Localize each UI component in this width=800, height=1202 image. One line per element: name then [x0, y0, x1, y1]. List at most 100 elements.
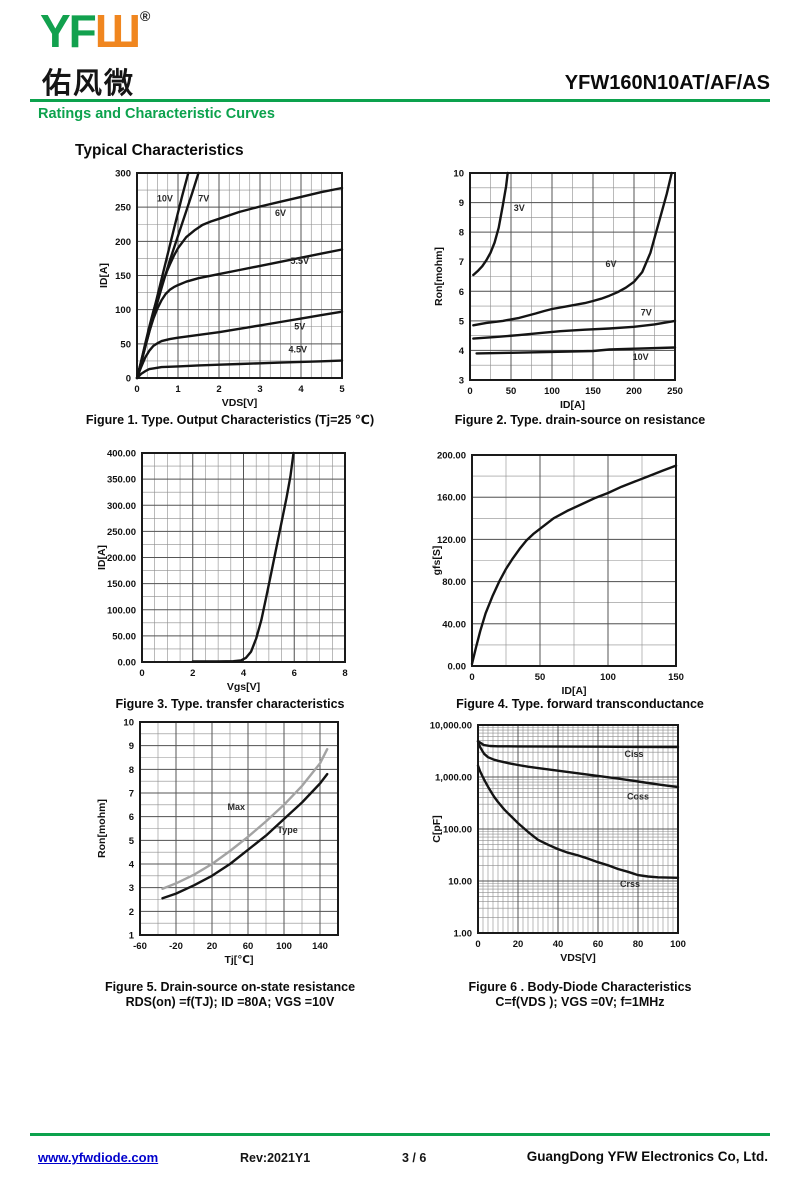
svg-text:150: 150 — [668, 672, 684, 683]
svg-text:10.00: 10.00 — [448, 877, 472, 888]
svg-text:50.00: 50.00 — [112, 631, 136, 642]
figure-2-on-resistance-chart: 3V 6V 7V 10V 0 50 100 150 200 250 3 4 5 6 7 8 9 10 ID[A] Ro… — [433, 169, 683, 412]
svg-text:20: 20 — [513, 939, 524, 950]
svg-text:4: 4 — [241, 668, 247, 679]
svg-text:100: 100 — [276, 941, 292, 952]
svg-text:2: 2 — [129, 907, 134, 918]
company-logo: YFШ® — [40, 8, 150, 54]
svg-text:150.00: 150.00 — [107, 579, 136, 590]
svg-text:ID[A]: ID[A] — [561, 685, 586, 697]
footer-divider — [30, 1133, 770, 1136]
logo-yf-text: YF — [40, 5, 97, 57]
figure-4-caption: Figure 4. Type. forward transconductance — [456, 697, 704, 711]
svg-text:6V: 6V — [275, 208, 286, 218]
svg-text:0: 0 — [469, 672, 474, 683]
svg-text:4: 4 — [129, 860, 135, 871]
website-link[interactable]: www.yfwdiode.com — [38, 1150, 159, 1165]
svg-text:0.00: 0.00 — [448, 662, 467, 673]
svg-text:250: 250 — [115, 203, 131, 214]
company-name: GuangDong YFW Electronics Co, Ltd. — [526, 1149, 768, 1164]
svg-text:5V: 5V — [294, 322, 305, 332]
svg-text:10: 10 — [123, 718, 134, 729]
figure-3-caption: Figure 3. Type. transfer characteristics — [115, 697, 345, 711]
svg-text:1,000.00: 1,000.00 — [435, 773, 472, 784]
figure-4-transconductance-chart: 0 50 100 150 0.00 40.00 80.00 120.00 160.00 200.0… — [431, 451, 684, 698]
svg-text:40.00: 40.00 — [442, 619, 466, 630]
logo-w-glyph: Ш — [94, 5, 141, 57]
svg-text:140: 140 — [312, 941, 328, 952]
svg-text:7V: 7V — [198, 194, 209, 204]
svg-text:-60: -60 — [133, 941, 147, 952]
svg-text:200.00: 200.00 — [107, 553, 136, 564]
page-heading: Typical Characteristics — [75, 142, 244, 159]
header-divider — [30, 99, 770, 102]
svg-text:100: 100 — [600, 672, 616, 683]
svg-text:160.00: 160.00 — [437, 493, 466, 504]
svg-text:Ron[mohm]: Ron[mohm] — [96, 799, 108, 858]
svg-text:0: 0 — [139, 668, 144, 679]
svg-text:20: 20 — [207, 941, 218, 952]
svg-text:150: 150 — [115, 271, 131, 282]
figure-3-transfer-characteristics-chart: 0 2 4 6 8 0.00 50.00 100.00 150.00 200.00 250.00 30… — [96, 449, 348, 694]
svg-text:ID[A]: ID[A] — [98, 263, 110, 288]
svg-text:1: 1 — [175, 384, 181, 395]
svg-text:VDS[V]: VDS[V] — [560, 952, 596, 964]
svg-text:Crss: Crss — [620, 879, 640, 889]
part-number: YFW160N10AT/AF/AS — [564, 72, 770, 94]
svg-text:200.00: 200.00 — [437, 451, 466, 462]
svg-text:0.00: 0.00 — [118, 658, 137, 669]
figure-6-caption: Figure 6 . Body-Diode Characteristics C=… — [468, 980, 692, 1009]
page-number: 3 / 6 — [402, 1151, 427, 1165]
svg-text:Vgs[V]: Vgs[V] — [227, 681, 260, 693]
svg-text:7V: 7V — [641, 308, 652, 318]
figure-5-caption: Figure 5. Drain-source on-state resistan… — [104, 980, 356, 1009]
svg-text:9: 9 — [129, 741, 134, 752]
svg-text:4: 4 — [298, 384, 304, 395]
svg-text:200: 200 — [115, 237, 131, 248]
svg-text:200: 200 — [626, 386, 642, 397]
figure-6-capacitance-chart: Ciss Coss Crss 0 20 40 60 80 100 1.00 10.00 100.00 1… — [430, 721, 686, 965]
svg-text:6: 6 — [459, 287, 464, 298]
svg-text:3: 3 — [459, 376, 464, 387]
svg-text:8: 8 — [129, 765, 134, 776]
svg-text:1.00: 1.00 — [454, 929, 473, 940]
svg-text:ID[A]: ID[A] — [560, 399, 585, 411]
svg-text:2: 2 — [216, 384, 221, 395]
svg-text:40: 40 — [553, 939, 564, 950]
svg-text:5: 5 — [459, 316, 465, 327]
svg-text:VDS[V]: VDS[V] — [222, 397, 258, 409]
logo-chinese-name: 佑风微 — [42, 68, 136, 100]
svg-text:6: 6 — [129, 812, 134, 823]
svg-text:300: 300 — [115, 169, 131, 180]
svg-text:10,000.00: 10,000.00 — [430, 721, 472, 732]
svg-text:5: 5 — [129, 836, 135, 847]
svg-text:10V: 10V — [633, 352, 649, 362]
svg-text:Type: Type — [277, 825, 297, 835]
svg-text:250: 250 — [667, 386, 683, 397]
svg-text:0: 0 — [475, 939, 480, 950]
svg-text:4: 4 — [459, 346, 465, 357]
svg-text:9: 9 — [459, 198, 464, 209]
svg-text:100: 100 — [115, 305, 131, 316]
svg-text:C[pF]: C[pF] — [431, 815, 443, 842]
svg-text:6V: 6V — [605, 259, 616, 269]
svg-text:Ron[mohm]: Ron[mohm] — [433, 247, 445, 306]
svg-text:100.00: 100.00 — [443, 825, 472, 836]
svg-text:100: 100 — [544, 386, 560, 397]
svg-text:60: 60 — [593, 939, 604, 950]
svg-text:ID[A]: ID[A] — [96, 545, 108, 570]
svg-text:7: 7 — [459, 257, 464, 268]
svg-text:10: 10 — [453, 169, 464, 180]
svg-text:8: 8 — [459, 228, 464, 239]
svg-text:100: 100 — [670, 939, 686, 950]
svg-text:120.00: 120.00 — [437, 535, 466, 546]
svg-text:Coss: Coss — [627, 792, 649, 802]
svg-text:Tj[℃]: Tj[℃] — [224, 954, 253, 966]
svg-text:2: 2 — [190, 668, 195, 679]
svg-text:0: 0 — [467, 386, 472, 397]
svg-text:7: 7 — [129, 789, 134, 800]
svg-text:100.00: 100.00 — [107, 605, 136, 616]
svg-text:-20: -20 — [169, 941, 183, 952]
svg-text:0: 0 — [134, 384, 139, 395]
